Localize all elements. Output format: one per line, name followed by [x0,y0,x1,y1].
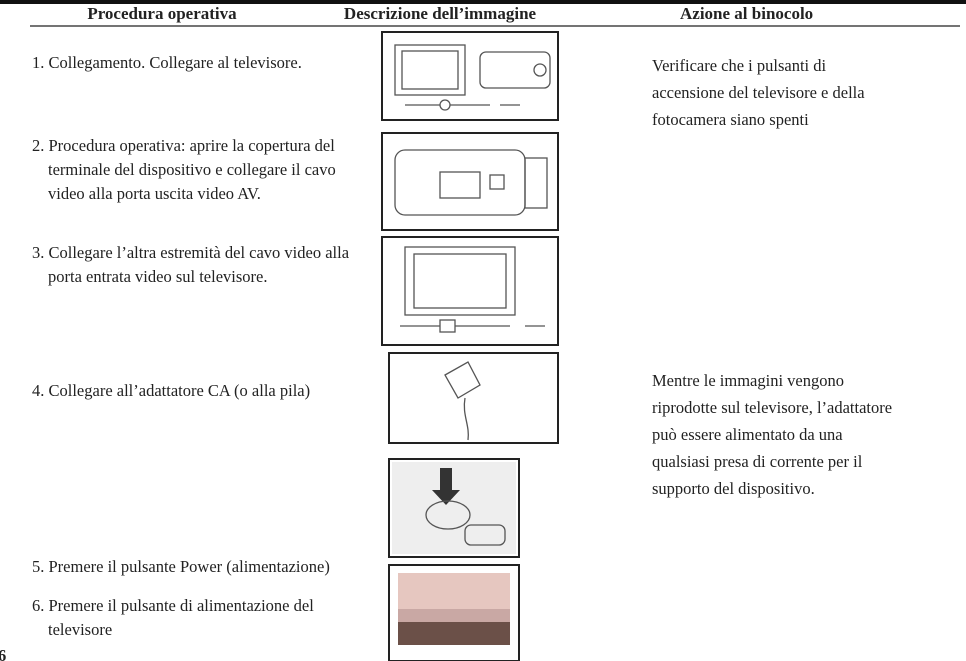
step-text: 5. Premere il pulsante Power (alimentazi… [32,557,330,576]
step-text: video alla porta uscita video AV. [48,184,261,203]
step-text: 6. Premere il pulsante di alimentazione … [32,596,314,615]
step-text: 2. Procedura operativa: aprire la copert… [32,136,335,155]
image-adapter [388,352,559,444]
image-camera-port [381,132,559,231]
step-text: 3. Collegare l’altra estremità del cavo … [32,243,350,262]
step-text: porta entrata video sul televisore. [48,267,267,286]
step-text: televisore [48,620,112,639]
image-power-button [388,458,520,558]
step-text: 1. Collegamento. Collegare al televisore… [32,53,302,72]
note-text: qualsiasi presa di corrente per il [652,452,863,471]
note-text: Mentre le immagini vengono [652,371,844,390]
note-text: fotocamera siano spenti [652,110,809,129]
image-tv-screen [388,564,520,661]
column-header: Azione al binocolo [680,4,813,23]
image-tv-cable [381,236,559,346]
column-header: Descrizione dell’immagine [344,4,537,23]
note-text: riprodotte sul televisore, l’adattatore [652,398,892,417]
column-header: Procedura operativa [87,4,237,23]
image-tv-connection [381,31,559,121]
top-bar [0,0,966,4]
page-number: 6 [0,646,6,661]
step-text: 4. Collegare all’adattatore CA (o alla p… [32,381,310,400]
note-text: può essere alimentato da una [652,425,843,444]
note-text: Verificare che i pulsanti di [652,56,827,75]
step-text: terminale del dispositivo e collegare il… [48,160,336,179]
note-text: supporto del dispositivo. [652,479,815,498]
note-text: accensione del televisore e della [652,83,865,102]
